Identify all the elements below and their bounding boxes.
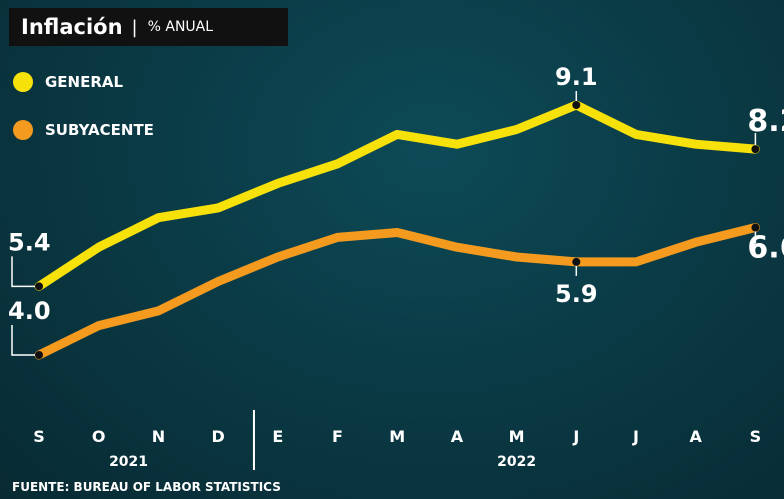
series-line-0 bbox=[34, 100, 760, 291]
x-tick-label-6: M bbox=[389, 427, 405, 446]
legend-label-subyacente: SUBYACENTE bbox=[45, 121, 154, 139]
annotation-point-2 bbox=[751, 145, 760, 154]
annotation-leader-0 bbox=[11, 256, 39, 288]
x-tick-label-7: A bbox=[451, 427, 464, 446]
x-tick-label-12: S bbox=[750, 427, 762, 446]
x-tick-label-3: D bbox=[211, 427, 224, 446]
legend-swatch-general bbox=[13, 72, 33, 92]
annotation-label-5: 6.6 bbox=[747, 231, 784, 266]
annotation-point-4 bbox=[572, 257, 581, 266]
year-label-1: 2022 bbox=[497, 454, 536, 470]
annotation-leader-3 bbox=[11, 325, 39, 356]
legend-label-general: GENERAL bbox=[45, 73, 124, 91]
x-tick-label-10: J bbox=[632, 427, 639, 446]
year-label-0: 2021 bbox=[109, 454, 148, 470]
series-line-1 bbox=[34, 223, 760, 360]
legend-item-subyacente: SUBYACENTE bbox=[13, 120, 154, 140]
title-box: Inflación | % ANUAL bbox=[9, 8, 288, 46]
annotation-label-4: 5.9 bbox=[555, 280, 598, 308]
x-tick-label-11: A bbox=[690, 427, 703, 446]
x-tick-label-5: F bbox=[332, 427, 343, 446]
x-tick-label-2: N bbox=[152, 427, 165, 446]
annotation-point-5 bbox=[751, 223, 760, 232]
annotation-point-0 bbox=[35, 282, 43, 291]
source-note: FUENTE: BUREAU OF LABOR STATISTICS bbox=[12, 480, 281, 494]
legend-item-general: GENERAL bbox=[13, 72, 123, 92]
x-tick-label-8: M bbox=[509, 427, 525, 446]
x-tick-label-0: S bbox=[33, 427, 45, 446]
annotation-point-1 bbox=[572, 101, 581, 109]
annotation-label-3: 4.0 bbox=[8, 297, 51, 325]
annotation-label-1: 9.1 bbox=[555, 63, 598, 91]
chart-subtitle: % ANUAL bbox=[147, 19, 214, 35]
annotation-label-0: 5.4 bbox=[8, 228, 51, 256]
chart-title: Inflación bbox=[21, 15, 123, 39]
title-separator: | bbox=[131, 16, 138, 38]
x-tick-label-1: O bbox=[92, 427, 106, 446]
annotation-point-3 bbox=[35, 351, 43, 359]
legend-swatch-subyacente bbox=[13, 120, 33, 140]
x-tick-label-9: J bbox=[572, 427, 579, 446]
annotation-label-2: 8.2 bbox=[747, 104, 784, 139]
x-tick-label-4: E bbox=[272, 427, 283, 446]
